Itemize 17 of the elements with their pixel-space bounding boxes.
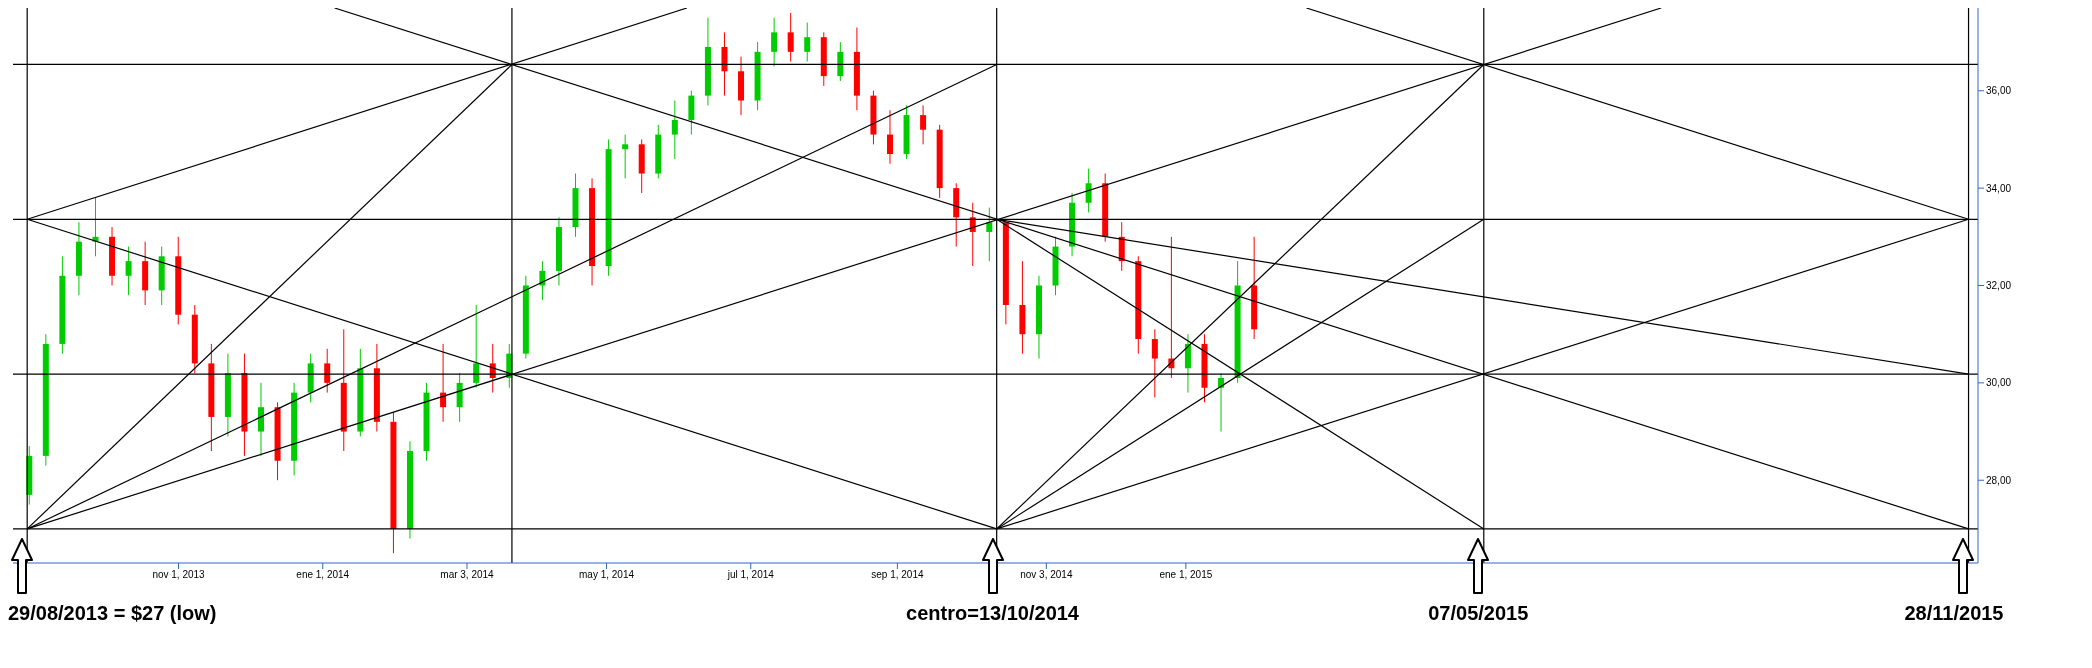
- x-tick-label: ene 1, 2015: [1159, 569, 1213, 581]
- text: 07/05/2015: [1427, 602, 1530, 625]
- y-tick-label: 32,00: [1986, 280, 2012, 292]
- y-tick-label: 28,00: [1986, 474, 2012, 486]
- x-tick-label: sep 1, 2014: [871, 569, 924, 581]
- x-tick-label: nov 3, 2014: [1020, 569, 1073, 581]
- text: 28/11/2015: [1903, 602, 2005, 625]
- x-tick-label: may 1, 2014: [579, 569, 635, 581]
- y-tick-label: 34,00: [1986, 182, 2012, 194]
- x-tick-label: nov 1, 2013: [152, 569, 206, 581]
- x-tick-label: jul 1, 2014: [726, 569, 775, 581]
- text: 29/08/2013 = $27 (low): [8, 602, 218, 625]
- x-tick-label: ene 1, 2014: [296, 569, 350, 581]
- text: centro=13/10/2014: [905, 602, 1080, 625]
- x-tick-label: mar 3, 2014: [440, 569, 495, 581]
- y-tick-label: 36,00: [1986, 85, 2012, 97]
- y-tick-label: 30,00: [1986, 377, 2012, 389]
